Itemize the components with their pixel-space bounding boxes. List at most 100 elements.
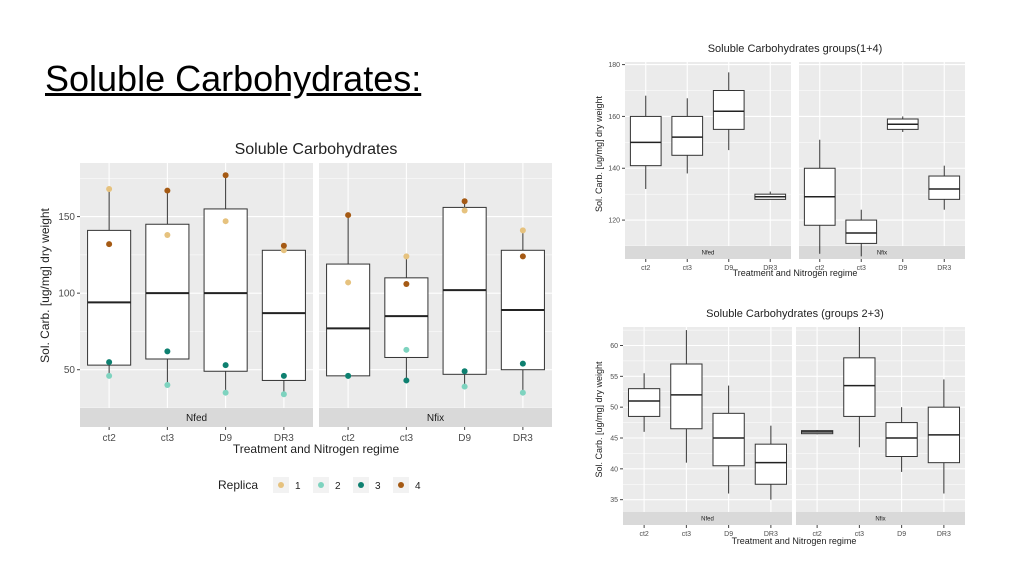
x-tick-label: DR3 (513, 433, 533, 444)
box-nfix-dr3 (928, 165, 961, 210)
x-tick-label: D9 (219, 433, 232, 444)
x-tick-label: ct3 (161, 433, 175, 444)
legend-label: 4 (415, 481, 421, 492)
x-tick-label: ct3 (682, 531, 691, 538)
y-tick-label: 100 (58, 289, 75, 300)
data-point-replica-1 (461, 207, 468, 214)
chart-title: Soluble Carbohydrates (groups 2+3) (706, 308, 884, 320)
box-nfed-d9 (203, 175, 248, 393)
y-tick-label: 120 (608, 218, 620, 225)
box-nfed-ct2 (87, 189, 132, 376)
y-tick-label: 150 (58, 212, 75, 223)
y-tick-label: 160 (608, 114, 620, 121)
x-tick-label: ct3 (683, 265, 692, 272)
data-point-replica-2 (461, 383, 468, 390)
y-tick-label: 55 (610, 374, 618, 381)
data-point-replica-2 (280, 391, 287, 398)
box-nfix-d9 (442, 201, 487, 387)
x-tick-label: D9 (724, 265, 733, 272)
box-nfix-ct3 (845, 209, 878, 257)
y-tick-label: 50 (610, 405, 618, 412)
box-body (754, 443, 788, 485)
data-point-replica-3 (519, 360, 526, 367)
facet-strip (319, 408, 552, 427)
box-body (845, 219, 878, 244)
x-tick-label: DR3 (937, 531, 951, 538)
box-body (87, 229, 132, 366)
box-nfed-d9 (712, 72, 745, 151)
x-tick-label: ct2 (639, 531, 648, 538)
data-point-replica-3 (106, 359, 113, 366)
data-point-replica-1 (345, 279, 352, 286)
y-tick-label: 50 (64, 365, 76, 376)
box-body (712, 412, 745, 467)
box-nfix-ct2 (803, 139, 836, 254)
box-nfed-d9 (712, 385, 745, 494)
box-nfed-ct3 (145, 190, 190, 386)
box-body (670, 363, 703, 430)
facet-strip (80, 408, 313, 427)
box-nfed-ct2 (627, 373, 661, 432)
box-nfed-dr3 (754, 425, 788, 500)
facet-label-nfix: Nfix (877, 251, 887, 257)
data-point-replica-3 (403, 377, 410, 384)
data-point-replica-3 (280, 372, 287, 379)
x-tick-label: D9 (898, 265, 907, 272)
legend-label: 1 (295, 481, 301, 492)
x-tick-label: ct3 (855, 531, 864, 538)
chart-title: Soluble Carbohydrates (235, 141, 398, 158)
data-point-replica-1 (106, 186, 113, 193)
x-tick-label: DR3 (764, 531, 778, 538)
box-body (671, 115, 704, 156)
x-tick-label: ct2 (341, 433, 355, 444)
box-body (885, 422, 918, 458)
x-tick-label: DR3 (937, 265, 951, 272)
x-tick-label: ct3 (400, 433, 414, 444)
x-tick-label: DR3 (274, 433, 294, 444)
chart-title: Soluble Carbohydrates groups(1+4) (708, 43, 883, 55)
box-nfed-ct2 (629, 95, 662, 189)
legend-key-replica-2 (318, 482, 324, 488)
data-point-replica-1 (403, 253, 410, 260)
data-point-replica-4 (280, 242, 287, 249)
x-tick-label: D9 (897, 531, 906, 538)
box-nfix-d9 (886, 116, 919, 132)
box-nfix-dr3 (500, 230, 545, 393)
data-point-replica-3 (461, 368, 468, 375)
groups-1-4-boxplot-chart: Soluble Carbohydrates groups(1+4) Nfed ct2… (594, 43, 965, 278)
box-nfix-ct2 (800, 429, 834, 435)
facet-label-nfix: Nfix (875, 517, 885, 523)
x-tick-label: ct2 (641, 265, 650, 272)
box-body (261, 249, 306, 381)
data-point-replica-3 (164, 348, 171, 355)
x-tick-label: ct2 (102, 433, 116, 444)
main-boxplot-chart: Soluble Carbohydrates Nfed ct2 ct3 D9 DR3 Nfix… (38, 141, 552, 493)
box-nfed-ct3 (671, 98, 704, 174)
data-point-replica-4 (403, 280, 410, 287)
x-tick-label: ct3 (857, 265, 866, 272)
legend-label: 3 (375, 481, 381, 492)
facet-strip (625, 246, 791, 259)
data-point-replica-2 (164, 382, 171, 389)
y-tick-label: 40 (610, 466, 618, 473)
box-body (627, 388, 661, 417)
box-body (843, 357, 876, 417)
y-axis-title: Sol. Carb. [ug/mg] dry weight (38, 207, 52, 362)
box-body (712, 90, 745, 130)
legend-key-replica-3 (358, 482, 364, 488)
data-point-replica-4 (222, 172, 229, 179)
x-axis-title: Treatment and Nitrogen regime (733, 268, 858, 278)
x-tick-label: ct2 (812, 531, 821, 538)
groups-2-3-boxplot-chart: Soluble Carbohydrates (groups 2+3) Nfed ct… (594, 308, 965, 546)
data-point-replica-2 (106, 372, 113, 379)
data-point-replica-1 (164, 231, 171, 238)
data-point-replica-2 (519, 389, 526, 396)
box-nfix-dr3 (927, 379, 961, 494)
data-point-replica-1 (519, 227, 526, 234)
legend-label: 2 (335, 481, 341, 492)
data-point-replica-3 (345, 372, 352, 379)
data-point-replica-2 (222, 389, 229, 396)
box-nfix-ct3 (384, 256, 429, 381)
x-tick-label: D9 (458, 433, 471, 444)
box-body (203, 208, 248, 372)
